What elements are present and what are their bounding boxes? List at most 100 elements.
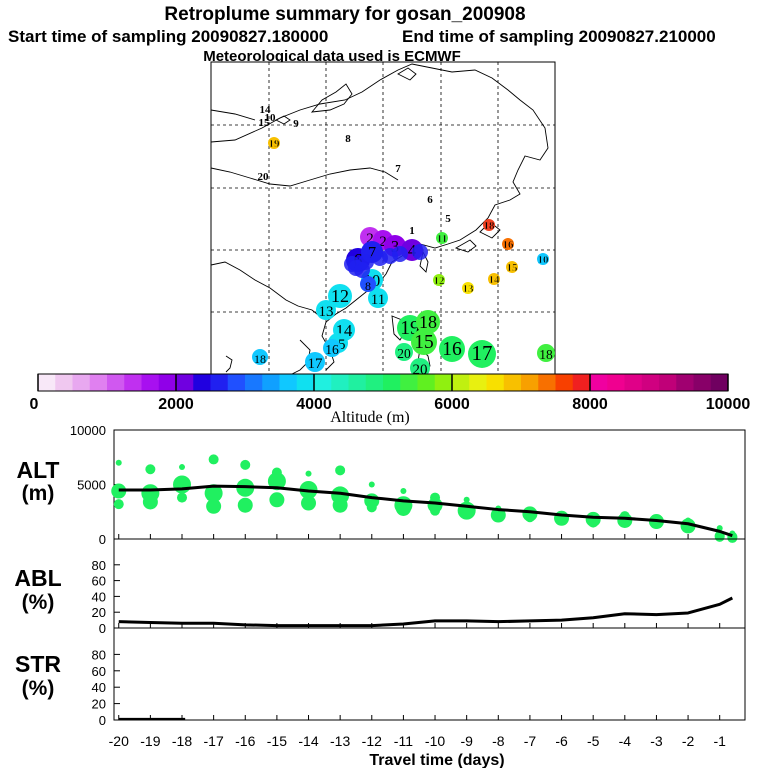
- colorbar-tick-label: 0: [30, 396, 39, 413]
- altitude-marker: [142, 494, 158, 510]
- x-tick-label: -12: [362, 733, 382, 749]
- y-tick-label: 60: [92, 574, 106, 589]
- colorbar-tick-label: 8000: [572, 396, 608, 413]
- y-tick-label: 0: [99, 532, 106, 547]
- plume-marker-label: 7: [368, 243, 376, 262]
- plume-marker-label: 8: [365, 279, 371, 293]
- plume-marker: [316, 300, 336, 320]
- altitude-marker: [463, 496, 470, 503]
- map-age-marker: [502, 238, 514, 250]
- map-age-label: 1: [409, 225, 415, 237]
- y-tick-label: 40: [92, 589, 106, 604]
- colorbar-swatch: [400, 374, 418, 391]
- colorbar-tick-label: 4000: [296, 396, 332, 413]
- colorbar-swatch: [314, 374, 332, 391]
- colorbar-swatch: [365, 374, 384, 391]
- panel-yunit: (%): [22, 591, 55, 614]
- x-tick-label: -7: [524, 733, 537, 749]
- altitude-marker: [240, 459, 251, 470]
- altitude-marker: [179, 464, 186, 471]
- figure-title: Retroplume summary for gosan_200908: [164, 4, 525, 25]
- y-tick-label: 80: [92, 558, 106, 573]
- y-tick-label: 40: [92, 680, 106, 695]
- colorbar-tick-label: 6000: [434, 396, 470, 413]
- altitude-marker: [145, 464, 156, 475]
- altitude-marker: [173, 475, 192, 494]
- colorbar-swatch: [676, 374, 694, 391]
- plume-marker: [360, 276, 376, 292]
- plume-marker-label: 4: [408, 241, 416, 260]
- plume-marker-label: 11: [371, 292, 385, 308]
- altitude-marker: [556, 515, 567, 526]
- plume-marker-label: 20: [397, 346, 411, 361]
- colorbar-swatch: [55, 374, 73, 391]
- altitude-marker: [177, 492, 188, 503]
- y-tick-label: 5000: [77, 478, 106, 493]
- panel-ylabel: STR: [15, 651, 61, 677]
- plume-marker-label: 18: [539, 347, 553, 362]
- colorbar-tick-labels: 0 2000 4000 6000 8000 10000: [30, 374, 751, 413]
- map-age-label: 7: [395, 163, 401, 175]
- colorbar-swatch: [641, 374, 660, 391]
- colorbar-swatch: [486, 374, 505, 391]
- colorbar-swatch: [124, 374, 142, 391]
- colorbar-swatch: [590, 374, 608, 391]
- plume-marker: [411, 329, 437, 355]
- panel-ylabel: ALT: [16, 457, 59, 483]
- x-tick-label: -4: [619, 733, 632, 749]
- altitude-marker: [206, 498, 222, 514]
- panel-ylabel: ABL: [14, 565, 61, 591]
- altitude-colorbar: [37, 373, 729, 392]
- colorbar-swatch: [452, 374, 470, 391]
- colorbar-swatch: [693, 374, 712, 391]
- plume-trail-dot: [392, 246, 408, 262]
- colorbar-swatch: [417, 374, 436, 391]
- map-age-marker: [433, 274, 445, 286]
- x-tick-label: -9: [460, 733, 473, 749]
- colorbar-axis-label: Altitude (m): [330, 409, 410, 426]
- colorbar-tick-label: 10000: [706, 396, 751, 413]
- altitude-marker: [588, 517, 599, 528]
- series-line: [118, 484, 733, 538]
- colorbar-swatch: [331, 374, 349, 391]
- x-tick-label: -3: [650, 733, 663, 749]
- map-age-label: 5: [445, 213, 451, 225]
- colorbar-swatch: [624, 374, 643, 391]
- map-age-label: 8: [345, 133, 351, 145]
- x-tick-label: -5: [587, 733, 600, 749]
- plume-marker-label: 18: [254, 352, 266, 366]
- altitude-marker: [461, 507, 472, 518]
- altitude-marker: [204, 484, 223, 503]
- altitude-marker: [267, 472, 286, 491]
- altitude-marker: [332, 497, 348, 513]
- map-age-marker: [483, 219, 495, 231]
- x-tick-label: -11: [394, 733, 413, 749]
- colorbar-swatch: [227, 374, 246, 391]
- altitude-marker: [493, 511, 504, 522]
- map-age-marker: [537, 253, 549, 265]
- map-age-label: 19: [269, 138, 281, 150]
- altitude-marker: [619, 517, 630, 528]
- plume-marker-label: 3: [391, 237, 399, 256]
- x-axis-label: Travel time (days): [369, 752, 504, 768]
- map-age-marker: [268, 137, 280, 149]
- colorbar-swatch: [38, 374, 56, 391]
- y-tick-label: 0: [99, 621, 106, 636]
- panel-yunit: (%): [22, 677, 55, 700]
- plume-marker-label: 16: [442, 339, 462, 360]
- altitude-marker: [301, 495, 317, 511]
- plume-marker-label: 2: [379, 234, 387, 250]
- plume-marker-label: 15: [414, 332, 434, 353]
- map-age-label: 13: [463, 283, 475, 295]
- altitude-marker: [366, 502, 377, 513]
- colorbar-swatch: [176, 374, 194, 391]
- colorbar-swatch: [210, 374, 229, 391]
- plume-marker: [416, 310, 440, 334]
- map-age-label: 15: [507, 262, 519, 274]
- colorbar-swatch: [193, 374, 211, 391]
- altitude-marker: [395, 500, 411, 516]
- x-tick-label: -19: [140, 733, 160, 749]
- map-age-label: 10: [538, 254, 550, 266]
